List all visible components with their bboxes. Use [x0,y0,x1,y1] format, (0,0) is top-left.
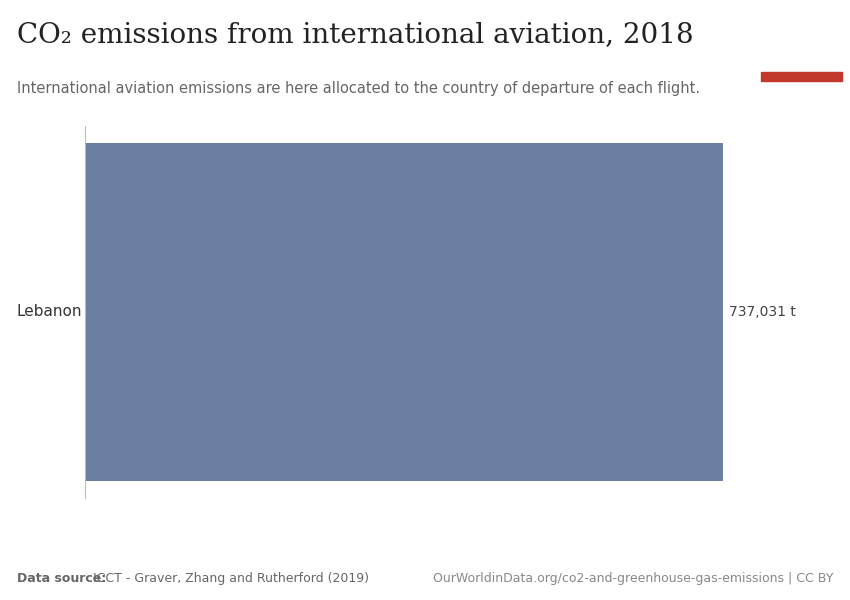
Text: Lebanon: Lebanon [16,304,82,319]
Text: ICCT - Graver, Zhang and Rutherford (2019): ICCT - Graver, Zhang and Rutherford (201… [89,572,369,585]
Text: CO₂ emissions from international aviation, 2018: CO₂ emissions from international aviatio… [17,21,694,48]
Text: 737,031 t: 737,031 t [728,305,796,319]
Text: Our World
in Data: Our World in Data [772,26,830,49]
Text: International aviation emissions are here allocated to the country of departure : International aviation emissions are her… [17,81,700,96]
Bar [761,72,842,81]
Text: OurWorldinData.org/co2-and-greenhouse-gas-emissions | CC BY: OurWorldinData.org/co2-and-greenhouse-ga… [433,572,833,585]
Text: Data source:: Data source: [17,572,106,585]
